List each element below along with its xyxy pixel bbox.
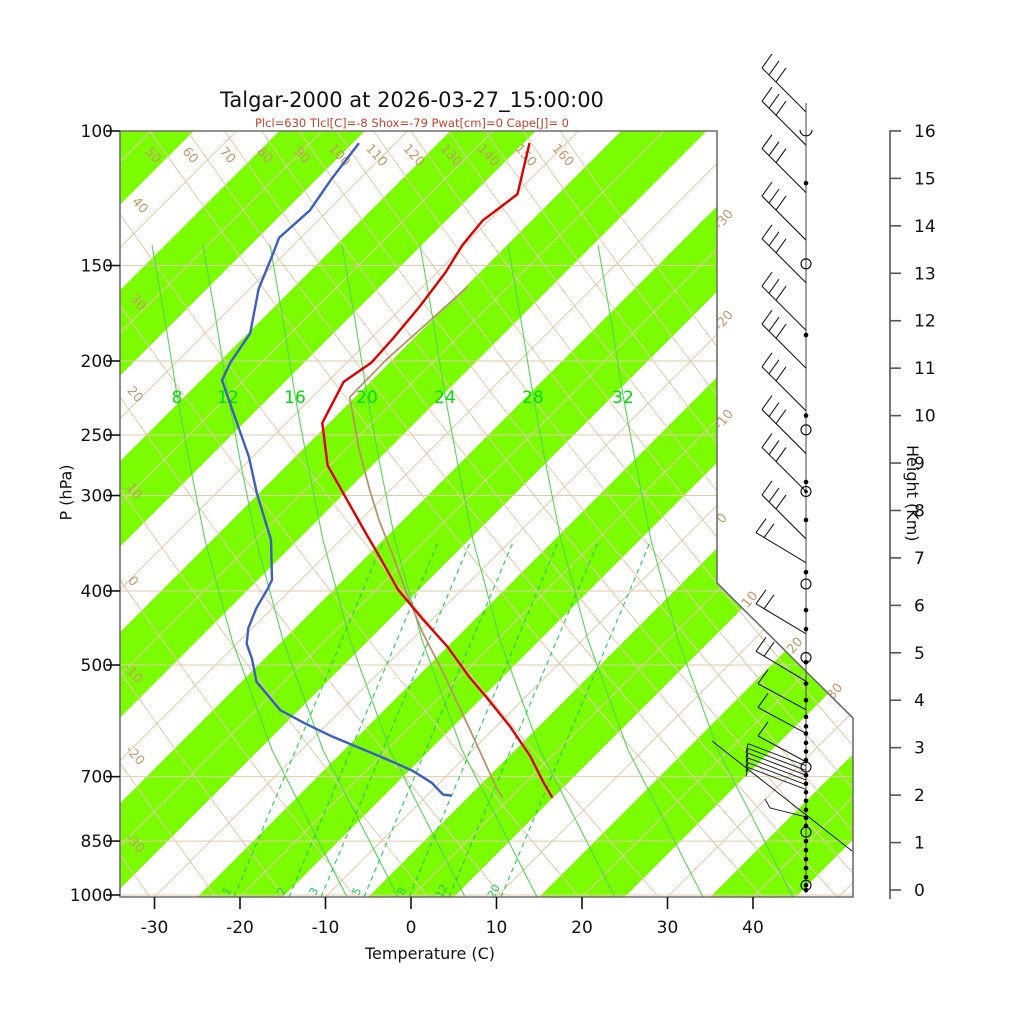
svg-text:-20: -20: [226, 918, 254, 938]
temperature-axis: -30 -20 -10 0 10 20 30 40: [141, 897, 764, 938]
svg-text:4: 4: [914, 691, 925, 711]
svg-text:16: 16: [914, 122, 936, 142]
svg-text:1: 1: [914, 834, 925, 854]
svg-text:32: 32: [612, 388, 634, 408]
svg-text:0: 0: [124, 574, 141, 590]
svg-text:8: 8: [914, 501, 925, 521]
svg-text:1000: 1000: [70, 886, 113, 906]
moist-adiabat-lines: [151, 244, 794, 897]
svg-text:10: 10: [486, 918, 508, 938]
svg-text:40: 40: [742, 918, 764, 938]
temperature-curve: [321, 142, 554, 799]
svg-text:9: 9: [914, 454, 925, 474]
svg-text:12: 12: [914, 312, 936, 332]
svg-text:12: 12: [433, 882, 451, 900]
chart-indices-subtitle: Plcl=630 Tlcl[C]=-8 Shox=-79 Pwat[cm]=0 …: [255, 116, 569, 130]
svg-text:40: 40: [128, 194, 150, 216]
pressure-axis: 100 150 200 250 300 400 500 700 850 1000: [70, 122, 120, 906]
svg-text:400: 400: [81, 582, 113, 602]
dewpoint-curve: [220, 142, 452, 797]
svg-text:3: 3: [307, 885, 322, 897]
svg-text:13: 13: [914, 264, 936, 284]
svg-text:24: 24: [434, 388, 456, 408]
svg-text:14: 14: [914, 217, 936, 237]
svg-text:700: 700: [81, 768, 113, 788]
svg-text:100: 100: [81, 122, 113, 142]
svg-text:20: 20: [571, 918, 593, 938]
svg-text:28: 28: [522, 388, 544, 408]
svg-text:5: 5: [914, 644, 925, 664]
svg-text:60: 60: [179, 144, 201, 166]
svg-text:20: 20: [356, 388, 378, 408]
svg-text:-20: -20: [712, 308, 737, 334]
svg-text:160: 160: [549, 141, 577, 169]
svg-text:8: 8: [172, 388, 183, 408]
svg-text:7: 7: [914, 549, 925, 569]
chart-title: Talgar-2000 at 2026-03-27_15:00:00: [220, 88, 604, 112]
svg-text:30: 30: [657, 918, 679, 938]
svg-text:150: 150: [81, 257, 113, 277]
svg-text:20: 20: [485, 882, 503, 900]
svg-text:-30: -30: [141, 918, 169, 938]
height-axis-title: Height (Km): [903, 445, 922, 542]
wind-barb-column: [711, 53, 853, 893]
svg-text:200: 200: [81, 352, 113, 372]
plot-frame: [119, 130, 854, 898]
svg-text:110: 110: [362, 141, 390, 169]
svg-text:2: 2: [914, 786, 925, 806]
mixing-ratio-lines: [233, 539, 652, 897]
svg-text:300: 300: [81, 487, 113, 507]
svg-text:500: 500: [81, 656, 113, 676]
svg-text:11: 11: [914, 359, 936, 379]
svg-text:16: 16: [284, 388, 306, 408]
svg-text:850: 850: [81, 832, 113, 852]
svg-text:0: 0: [914, 881, 925, 901]
svg-text:10: 10: [914, 407, 936, 427]
svg-text:250: 250: [81, 426, 113, 446]
svg-text:20: 20: [123, 383, 145, 405]
svg-text:15: 15: [914, 169, 936, 189]
parcel-trace-curve: [348, 286, 504, 798]
svg-text:5: 5: [350, 885, 365, 897]
svg-text:0: 0: [406, 918, 417, 938]
svg-text:-10: -10: [312, 918, 340, 938]
pressure-axis-title: P (hPa): [56, 464, 76, 521]
svg-text:-20: -20: [122, 743, 147, 769]
svg-text:6: 6: [914, 596, 925, 616]
svg-text:3: 3: [914, 739, 925, 759]
temperature-axis-title: Temperature (C): [364, 944, 496, 963]
